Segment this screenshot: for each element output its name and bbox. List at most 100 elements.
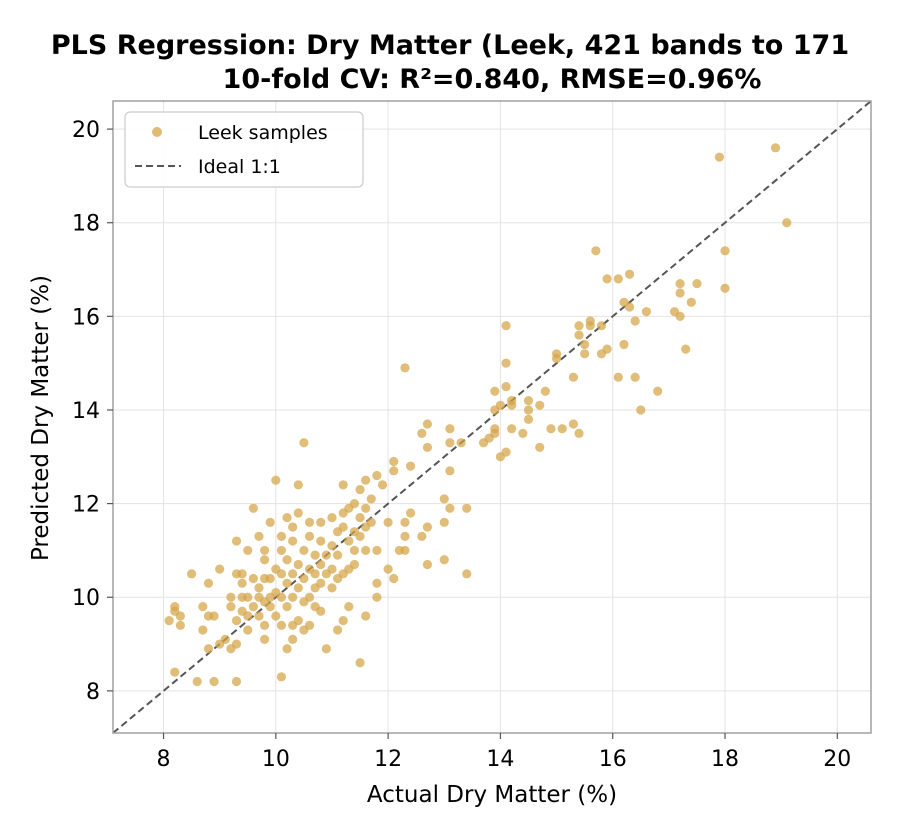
data-point	[209, 611, 219, 621]
data-point	[293, 480, 303, 490]
data-point	[490, 386, 500, 396]
data-point	[248, 573, 258, 584]
data-point	[445, 466, 455, 476]
data-point	[456, 438, 466, 448]
y-tick-label: 12	[72, 493, 100, 518]
x-axis-label: Actual Dry Matter (%)	[367, 782, 617, 808]
data-point	[321, 644, 331, 654]
data-point	[557, 424, 567, 434]
data-point	[316, 536, 326, 546]
data-point	[596, 321, 607, 331]
data-point	[316, 517, 326, 527]
data-point	[299, 438, 309, 448]
data-point	[187, 569, 197, 579]
data-point	[462, 503, 472, 513]
data-point	[383, 564, 393, 574]
data-point	[299, 545, 309, 556]
data-point	[276, 545, 287, 556]
data-point	[681, 344, 691, 354]
data-point	[405, 461, 416, 471]
data-point	[231, 616, 242, 626]
legend-box	[124, 111, 364, 188]
data-point	[523, 396, 534, 406]
data-point	[636, 405, 646, 415]
y-tick-label: 14	[72, 399, 100, 424]
x-tick-label: 12	[374, 747, 402, 772]
x-ticks: 8 10 12 14 16 18 20	[157, 733, 851, 772]
data-point	[400, 531, 410, 541]
x-tick-label: 10	[262, 747, 290, 772]
data-point	[501, 358, 511, 368]
data-point	[332, 550, 343, 560]
data-point	[231, 536, 242, 546]
data-point	[327, 513, 337, 523]
chart-title-line2: 10-fold CV: R²=0.840, RMSE=0.96%	[223, 64, 762, 95]
data-point	[405, 508, 416, 518]
data-point	[288, 569, 298, 579]
data-point	[361, 475, 371, 485]
data-point	[260, 555, 270, 565]
data-point	[535, 442, 545, 453]
data-point	[501, 381, 511, 392]
data-point	[276, 592, 287, 602]
data-point	[417, 531, 427, 541]
data-point	[288, 592, 298, 602]
data-point	[568, 419, 579, 429]
data-point	[170, 667, 180, 677]
data-point	[422, 522, 433, 532]
data-point	[203, 578, 214, 588]
data-point	[164, 616, 174, 626]
data-point	[720, 283, 730, 293]
data-point	[501, 447, 511, 457]
data-point	[304, 517, 315, 527]
data-point	[265, 602, 275, 612]
data-point	[574, 321, 584, 331]
data-point	[293, 616, 303, 626]
data-point	[383, 517, 393, 527]
data-point	[344, 602, 354, 612]
data-point	[361, 611, 371, 621]
data-point	[507, 396, 517, 406]
data-point	[770, 143, 781, 153]
data-point	[310, 569, 320, 579]
data-point	[574, 428, 584, 438]
data-point	[260, 545, 270, 556]
data-point	[422, 442, 433, 453]
data-point	[613, 372, 623, 382]
data-point	[591, 246, 601, 256]
y-tick-label: 8	[86, 680, 100, 705]
data-point	[231, 639, 242, 649]
data-point	[304, 620, 315, 630]
data-point	[265, 573, 275, 584]
data-point	[344, 536, 354, 546]
data-point	[349, 499, 360, 509]
data-point	[439, 555, 449, 565]
data-point	[422, 559, 433, 570]
x-tick-label: 18	[711, 747, 739, 772]
data-point	[271, 475, 281, 485]
data-point	[355, 531, 365, 541]
data-point	[445, 438, 455, 448]
data-point	[321, 550, 331, 560]
data-point	[630, 316, 640, 326]
data-point	[226, 602, 236, 612]
chart-title-line1: PLS Regression: Dry Matter (Leek, 421 ba…	[51, 30, 849, 61]
data-point	[372, 545, 382, 556]
data-point	[310, 550, 320, 560]
data-point	[686, 297, 696, 307]
data-point	[237, 578, 247, 588]
data-point	[304, 592, 315, 602]
data-point	[518, 428, 528, 438]
data-point	[580, 349, 590, 359]
data-point	[276, 569, 287, 579]
data-point	[613, 274, 623, 284]
data-point	[445, 424, 455, 434]
data-point	[355, 658, 365, 668]
data-point	[288, 522, 298, 532]
data-point	[282, 555, 292, 565]
data-point	[299, 573, 309, 584]
data-point	[198, 602, 208, 612]
data-point	[714, 152, 725, 162]
data-point	[574, 330, 584, 340]
y-tick-label: 10	[72, 586, 100, 611]
